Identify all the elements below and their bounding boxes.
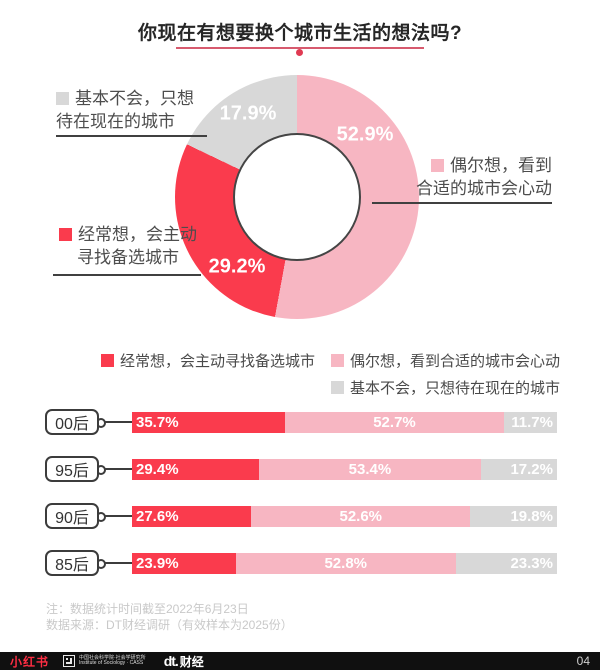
bar-segment-value: 27.6% — [136, 507, 179, 525]
bar-segment: 23.3% — [455, 552, 557, 574]
footnotes: 注：数据统计时间截至2022年6月23日 数据来源：DT财经调研（有效样本为20… — [46, 601, 293, 633]
bar-segment: 29.4% — [132, 458, 259, 480]
pink-swatch-icon — [330, 354, 344, 367]
dt-logo-mark: dt. — [163, 652, 179, 669]
stacked-bar: 27.6% 52.6% 19.8% — [132, 505, 557, 527]
bar-segment-value: 29.4% — [136, 460, 179, 478]
connector-line — [96, 559, 132, 569]
dt-finance-logo: dt. 财经 — [164, 653, 204, 670]
callout-never-line1: 基本不会，只想 — [75, 89, 194, 108]
bar-chart-row: 95后 29.4% 53.4% 17.2% — [45, 456, 557, 482]
cass-text: 中国社会科学院·社会学研究所 Institute of Sociology · … — [79, 656, 146, 666]
bar-segment-value: 35.7% — [136, 413, 179, 431]
cass-brand: 中国社会科学院·社会学研究所 Institute of Sociology · … — [63, 655, 146, 667]
bar-segment: 52.7% — [284, 411, 505, 433]
generation-label-box: 95后 — [45, 456, 99, 482]
legend-label-sometimes: 偶尔想，看到合适的城市会心动 — [349, 353, 560, 370]
callout-sometimes: 偶尔想，看到 合适的城市会心动 — [372, 154, 552, 200]
cass-seal-icon — [63, 655, 76, 667]
gray-swatch-icon — [330, 381, 344, 394]
callout-often: 经常想，会主动 寻找备选城市 — [53, 223, 203, 269]
bar-segment-value: 23.9% — [136, 554, 179, 572]
bar-segment: 53.4% — [258, 458, 482, 480]
generation-label-box: 90后 — [45, 503, 99, 529]
bar-segment-value: 23.3% — [510, 554, 553, 572]
generation-label-box: 00后 — [45, 409, 99, 435]
generation-label: 00后 — [55, 416, 89, 433]
bar-segment: 27.6% — [132, 505, 252, 527]
pink-swatch-icon — [431, 159, 444, 172]
callout-never-leader-line — [56, 135, 207, 137]
stacked-bar: 23.9% 52.8% 23.3% — [132, 552, 557, 574]
callout-often-line1: 经常想，会主动 — [78, 225, 197, 244]
callout-sometimes-line1: 偶尔想，看到 — [450, 156, 552, 175]
stacked-bar: 35.7% 52.7% 11.7% — [132, 411, 557, 433]
bar-segment: 52.8% — [235, 552, 456, 574]
donut-hole — [233, 133, 361, 261]
footnote-source: 数据来源：DT财经调研（有效样本为2025份） — [46, 618, 293, 632]
bar-segment-value: 52.8% — [324, 554, 368, 572]
callout-sometimes-leader-line — [372, 202, 552, 204]
legend-item-never: 基本不会，只想待在现在的城市 — [330, 377, 560, 398]
callout-never-line2: 待在现在的城市 — [56, 112, 175, 131]
bar-segment-value: 53.4% — [348, 460, 392, 478]
donut-value-often: 29.2% — [208, 255, 266, 278]
legend-label-never: 基本不会，只想待在现在的城市 — [349, 380, 560, 397]
generation-label-box: 85后 — [45, 550, 99, 576]
footer-bar: 小红书 中国社会科学院·社会学研究所 Institute of Sociolog… — [0, 652, 600, 670]
connector-line — [96, 465, 132, 475]
bar-segment: 35.7% — [132, 411, 285, 433]
donut-value-sometimes: 52.9% — [336, 123, 394, 146]
bar-segment: 17.2% — [481, 458, 557, 480]
page-title: 你现在有想要换个城市生活的想法吗? — [137, 23, 463, 44]
legend-item-often: 经常想，会主动寻找备选城市 — [100, 350, 315, 371]
page-number: 04 — [576, 654, 590, 668]
generation-label: 85后 — [55, 557, 89, 574]
title-underline-decoration — [176, 47, 424, 49]
bar-segment-value: 52.7% — [373, 413, 416, 431]
dt-logo-text: 财经 — [179, 654, 204, 669]
gray-swatch-icon — [56, 92, 69, 105]
stacked-bar: 29.4% 53.4% 17.2% — [132, 458, 557, 480]
xiaohongshu-logo: 小红书 — [10, 654, 50, 669]
bar-segment: 11.7% — [504, 411, 557, 433]
bar-chart-row: 00后 35.7% 52.7% 11.7% — [45, 409, 557, 435]
bar-chart-row: 85后 23.9% 52.8% 23.3% — [45, 550, 557, 576]
bar-chart-row: 90后 27.6% 52.6% 19.8% — [45, 503, 557, 529]
bar-segment: 19.8% — [470, 505, 557, 527]
cass-line1: 中国社会科学院·社会学研究所 — [79, 655, 146, 661]
bar-segment-value: 52.6% — [339, 507, 383, 525]
bar-segment-value: 17.2% — [510, 460, 553, 478]
generation-label: 95后 — [55, 463, 89, 480]
red-swatch-icon — [100, 354, 114, 367]
title-dot-decoration — [296, 49, 303, 56]
callout-never: 基本不会，只想 待在现在的城市 — [56, 87, 208, 133]
generation-label: 90后 — [55, 510, 89, 527]
connector-line — [96, 512, 132, 522]
legend-label-often: 经常想，会主动寻找备选城市 — [119, 353, 315, 370]
callout-sometimes-line2: 合适的城市会心动 — [416, 179, 552, 198]
connector-line — [96, 418, 132, 428]
donut-value-never: 17.9% — [219, 102, 277, 125]
callout-often-leader-line — [53, 274, 201, 276]
footnote-date: 注：数据统计时间截至2022年6月23日 — [46, 602, 249, 616]
bar-segment-value: 19.8% — [510, 507, 553, 525]
callout-often-line2: 寻找备选城市 — [77, 248, 179, 267]
cass-line2: Institute of Sociology · CASS — [79, 660, 144, 666]
bar-segment-value: 11.7% — [511, 413, 553, 431]
bar-segment: 23.9% — [132, 552, 236, 574]
donut-chart: 52.9% 29.2% 17.9% — [175, 75, 419, 319]
bar-segment: 52.6% — [251, 505, 471, 527]
red-swatch-icon — [59, 228, 72, 241]
legend-item-sometimes: 偶尔想，看到合适的城市会心动 — [330, 350, 560, 371]
stacked-bar-chart: 00后 35.7% 52.7% 11.7% 95后 29.4% 53.4% 17.2% … — [45, 409, 557, 597]
bar-chart-legend: 经常想，会主动寻找备选城市 偶尔想，看到合适的城市会心动 基本不会，只想待在现在… — [0, 350, 560, 398]
